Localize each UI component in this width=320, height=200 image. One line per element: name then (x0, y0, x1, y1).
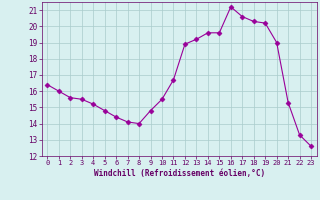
X-axis label: Windchill (Refroidissement éolien,°C): Windchill (Refroidissement éolien,°C) (94, 169, 265, 178)
